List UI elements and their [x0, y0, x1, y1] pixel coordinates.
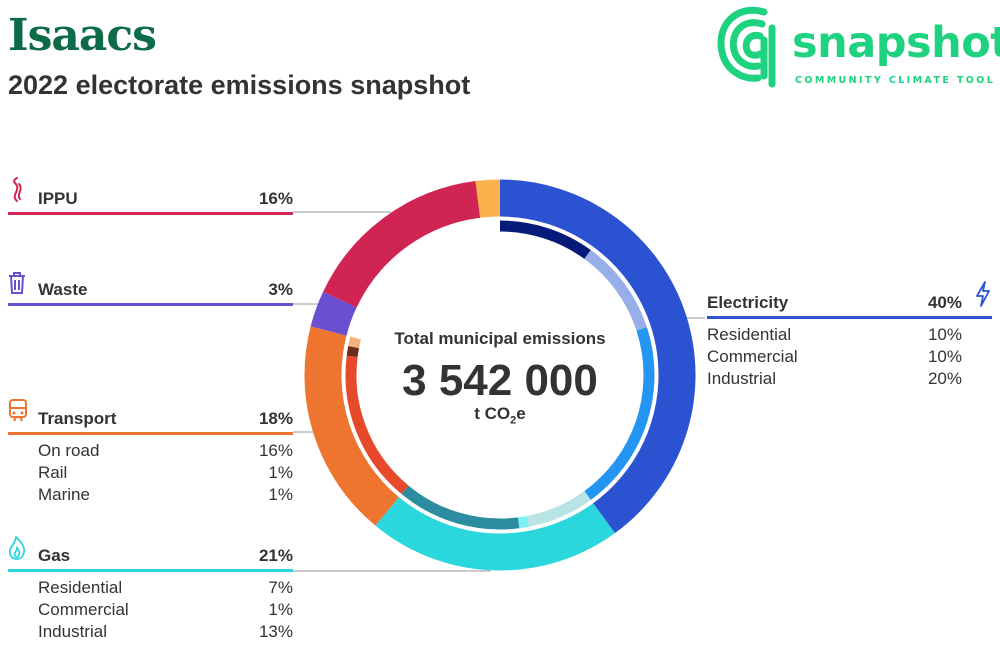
outer-slice-electricity — [499, 179, 696, 534]
bin-icon — [8, 272, 26, 299]
subcategory-name: Marine — [38, 485, 90, 504]
inner-slice-gas-2 — [401, 485, 520, 530]
category-name: Waste — [38, 280, 88, 299]
subcategory-row: Commercial 10% — [707, 347, 992, 369]
train-icon — [8, 399, 28, 428]
subcategory-name: Commercial — [38, 600, 129, 619]
category-header: Transport 18% — [8, 399, 293, 435]
brand-name: snapshot — [792, 18, 1000, 68]
subcategory-row: Marine 1% — [8, 485, 293, 507]
subcategory-percent: 7% — [268, 578, 293, 597]
inner-slice-electricity-0 — [499, 220, 591, 259]
subcategory-percent: 1% — [268, 485, 293, 504]
subcategory-row: Residential 10% — [707, 325, 992, 347]
category-header: Waste 3% — [8, 272, 293, 306]
subcategory-percent: 10% — [927, 347, 962, 366]
inner-slice-electricity-1 — [584, 250, 647, 331]
subcategory-name: Commercial — [707, 347, 798, 366]
subcategory-percent: 1% — [268, 463, 293, 482]
category-name: Transport — [38, 409, 117, 428]
category-transport: Transport 18% On road 16% Rail 1% Marine 1% — [8, 399, 293, 507]
category-percent: 21% — [258, 546, 293, 565]
center-title: Total municipal emissions — [394, 329, 606, 348]
leader-line-ippu — [293, 211, 396, 221]
subcategory-name: Industrial — [38, 622, 107, 641]
inner-slice-transport-0 — [345, 355, 409, 495]
category-percent: 18% — [258, 409, 293, 428]
subcategory-row: Residential 7% — [8, 578, 293, 600]
subcategory-percent: 10% — [927, 325, 962, 344]
subcategory-name: On road — [38, 441, 100, 460]
outer-slice-gas — [375, 496, 615, 571]
subcategory-row: Industrial 20% — [707, 369, 992, 391]
inner-ring — [345, 220, 655, 530]
category-percent: 3% — [268, 280, 293, 299]
subcategory-row: On road 16% — [8, 441, 293, 463]
inner-slice-gas-1 — [517, 515, 529, 529]
lightning-icon — [974, 281, 992, 312]
subcategory-list: Residential 10% Commercial 10% Industrial 2… — [707, 325, 992, 391]
inner-slice-transport-2 — [348, 336, 362, 349]
emissions-unit: t CO2e — [474, 404, 526, 427]
total-emissions-value: 3 542 000 — [402, 356, 598, 405]
category-percent: 40% — [927, 293, 962, 312]
brand-tagline: COMMUNITY CLIMATE TOOL — [795, 75, 996, 86]
smoke-icon — [8, 177, 26, 208]
category-electricity: Electricity 40% Residential 10% Commercia… — [707, 281, 992, 391]
outer-slice-ippu — [323, 181, 481, 308]
inner-slice-gas-0 — [526, 491, 591, 527]
page-subtitle: 2022 electorate emissions snapshot — [8, 70, 471, 100]
subcategory-percent: 1% — [268, 600, 293, 619]
inner-slice-electricity-2 — [584, 327, 655, 500]
subcategory-name: Industrial — [707, 369, 776, 388]
subcategory-percent: 13% — [258, 622, 293, 641]
category-ippu: IPPU 16% — [8, 177, 293, 215]
page-title: Isaacs — [8, 10, 157, 61]
category-name: IPPU — [38, 189, 78, 208]
subcategory-percent: 20% — [927, 369, 962, 388]
category-name: Gas — [38, 546, 71, 565]
category-header: Gas 21% — [8, 535, 293, 572]
subcategory-percent: 16% — [258, 441, 293, 460]
category-gas: Gas 21% Residential 7% Commercial 1% Indus… — [8, 535, 293, 644]
subcategory-list: On road 16% Rail 1% Marine 1% — [8, 441, 293, 507]
category-waste: Waste 3% — [8, 272, 293, 306]
outer-ring — [304, 179, 696, 571]
subcategory-list: Residential 7% Commercial 1% Industrial 13% — [8, 578, 293, 644]
subcategory-row: Commercial 1% — [8, 600, 293, 622]
outer-slice-waste — [310, 291, 357, 336]
subcategory-row: Industrial 13% — [8, 622, 293, 644]
outer-slice-transport — [304, 326, 400, 526]
category-header: IPPU 16% — [8, 177, 293, 215]
outer-slice-other — [475, 179, 501, 218]
category-percent: 16% — [258, 189, 293, 208]
flame-icon — [8, 535, 26, 565]
category-header: Electricity 40% — [707, 281, 992, 319]
subcategory-name: Residential — [38, 578, 123, 597]
snapshot-logo-icon — [712, 0, 782, 95]
subcategory-name: Rail — [38, 463, 68, 482]
subcategory-name: Residential — [707, 325, 792, 344]
category-name: Electricity — [707, 293, 789, 312]
subcategory-row: Rail 1% — [8, 463, 293, 485]
inner-slice-transport-1 — [346, 346, 360, 358]
